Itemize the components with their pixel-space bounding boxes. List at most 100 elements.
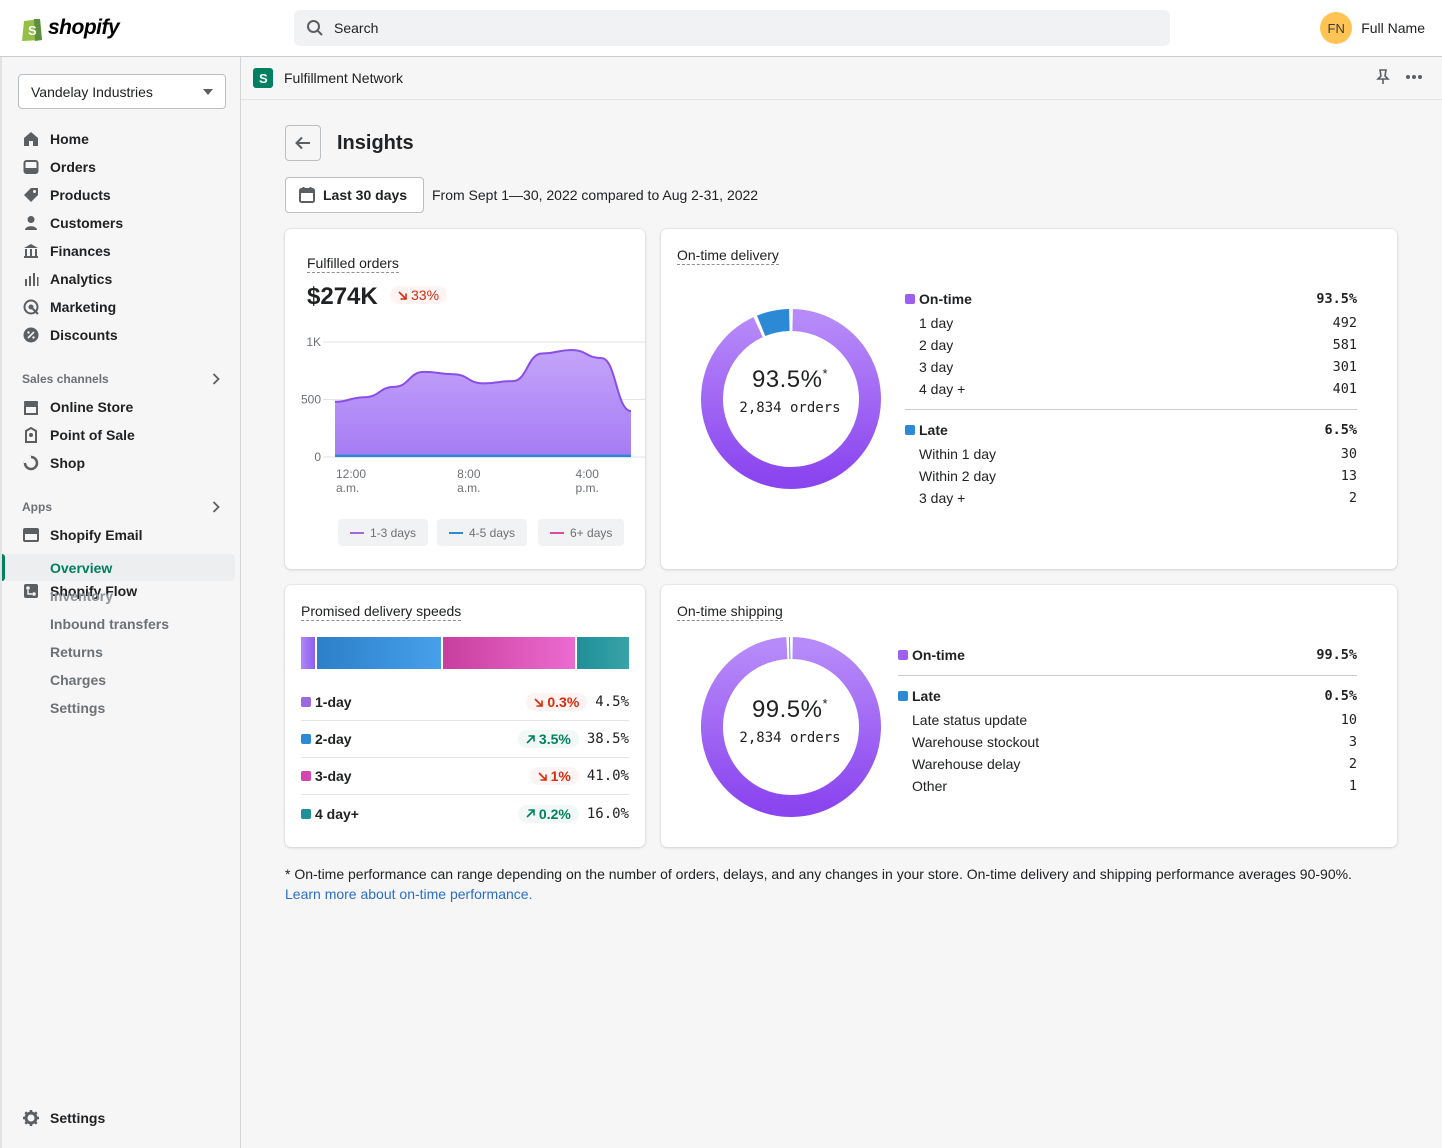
late-value: 6.5% xyxy=(1324,422,1357,438)
legend-4-5-days[interactable]: 4-5 days xyxy=(437,519,528,546)
search-input[interactable]: Search xyxy=(294,10,1170,46)
sidebar-item-customers[interactable]: Customers xyxy=(22,209,123,237)
sub-item-active-bg xyxy=(4,554,235,581)
sidebar-item-online-store[interactable]: Online Store xyxy=(22,393,133,421)
date-range-label: Last 30 days xyxy=(323,187,408,203)
sub-item-settings[interactable]: Settings xyxy=(50,700,106,716)
page-title: Insights xyxy=(337,132,414,154)
late-value: 0.5% xyxy=(1324,688,1357,704)
y-tick-label: 1K xyxy=(306,335,321,349)
x-tick-label: 4:00 p.m. xyxy=(576,467,600,495)
arrow-down-right-icon xyxy=(538,771,547,781)
more-options-icon[interactable] xyxy=(1406,75,1422,79)
sidebar-item-home[interactable]: Home xyxy=(22,125,89,153)
speed-change: 0.2% xyxy=(538,805,571,822)
late-sub-row: Within 2 day 13 xyxy=(919,468,1357,484)
speed-row-2-day: 2-day 3.5% 38.5% xyxy=(301,721,629,758)
shop-icon xyxy=(22,455,39,472)
speed-value: 16.0% xyxy=(586,805,629,822)
ontime-delivery-title[interactable]: On-time delivery xyxy=(677,247,779,265)
sub-item-inbound-transfers[interactable]: Inbound transfers xyxy=(50,616,170,632)
divider xyxy=(898,675,1357,676)
sidebar-item-analytics[interactable]: Analytics xyxy=(22,265,112,293)
speed-bar-segment xyxy=(317,637,442,669)
email-icon xyxy=(22,527,39,544)
ontime-shipping-title[interactable]: On-time shipping xyxy=(677,603,783,621)
legend-6-plus-days[interactable]: 6+ days xyxy=(538,519,625,546)
fulfilled-orders-title[interactable]: Fulfilled orders xyxy=(307,255,399,273)
sidebar-item-marketing[interactable]: Marketing xyxy=(22,293,116,321)
target-icon xyxy=(22,299,39,316)
speed-swatch xyxy=(301,734,311,744)
speed-change-badge: 1% xyxy=(529,767,579,785)
sidebar-item-label: Marketing xyxy=(50,299,117,315)
sidebar-item-label: Finances xyxy=(50,243,111,259)
sidebar-item-shop[interactable]: Shop xyxy=(22,449,85,477)
sub-item-charges[interactable]: Charges xyxy=(50,672,107,688)
legend-swatch xyxy=(449,531,463,534)
sidebar-item-finances[interactable]: Finances xyxy=(22,237,111,265)
speed-change-badge: 0.2% xyxy=(517,804,579,823)
donut-ontime-slice xyxy=(701,309,881,489)
sidebar-item-shopify-email[interactable]: Shopify Email xyxy=(22,521,143,549)
sidebar-item-point-of-sale[interactable]: Point of Sale xyxy=(22,421,135,449)
delivery-speeds-title[interactable]: Promised delivery speeds xyxy=(301,603,462,621)
shipping-late-sub-row: Warehouse delay 2 xyxy=(912,756,1357,772)
app-header: S Fulfillment Network xyxy=(241,57,1442,100)
sidebar-item-shopify-flow[interactable]: Shopify Flow xyxy=(22,577,137,605)
speed-row-3-day: 3-day 1% 41.0% xyxy=(301,758,629,795)
speed-bar-segment xyxy=(577,637,629,669)
back-button[interactable] xyxy=(285,125,321,161)
speed-label: 1-day xyxy=(315,694,352,710)
shopify-logo[interactable]: S shopify xyxy=(20,14,120,42)
arrow-down-right-icon xyxy=(534,697,544,707)
ontime-sub-row: 2 day 581 xyxy=(919,337,1357,353)
late-row: Late 6.5% xyxy=(905,422,1357,438)
arrow-up-right-icon xyxy=(526,809,535,818)
sidebar-item-label: Shopify Flow xyxy=(50,583,138,599)
row-value: 13 xyxy=(1340,468,1357,484)
date-range-button[interactable]: Last 30 days xyxy=(285,177,424,213)
sidebar-item-orders[interactable]: Orders xyxy=(22,153,96,181)
chevron-right-icon[interactable] xyxy=(212,501,220,513)
y-tick-label: 500 xyxy=(301,393,321,407)
legend-label: 1-3 days xyxy=(370,525,417,540)
sidebar-item-label: Shop xyxy=(50,455,85,471)
ontime-sub-row: 3 day 301 xyxy=(919,359,1357,375)
date-range-description: From Sept 1—30, 2022 compared to Aug 2-3… xyxy=(432,187,759,203)
store-selector[interactable]: Vandelay Industries xyxy=(18,74,226,109)
store-name: Vandelay Industries xyxy=(31,83,153,100)
calendar-icon xyxy=(299,187,315,203)
sidebar-item-products[interactable]: Products xyxy=(22,181,111,209)
sidebar-item-discounts[interactable]: Discounts xyxy=(22,321,118,349)
speed-label: 3-day xyxy=(315,768,352,784)
ontime-swatch xyxy=(905,294,915,304)
ontime-label: On-time xyxy=(919,291,972,307)
speed-change: 0.3% xyxy=(547,694,580,710)
speed-row-4-day-plus: 4 day+ 0.2% 16.0% xyxy=(301,795,629,832)
speed-label: 4 day+ xyxy=(315,805,359,822)
chevron-right-icon[interactable] xyxy=(212,373,220,385)
sub-item-returns[interactable]: Returns xyxy=(50,644,103,660)
speed-change-badge: 3.5% xyxy=(517,730,579,748)
legend-1-3-days[interactable]: 1-3 days xyxy=(338,519,429,546)
sidebar-item-label: Customers xyxy=(50,215,124,231)
pin-icon[interactable] xyxy=(1376,69,1390,85)
flow-icon xyxy=(22,583,39,600)
x-tick-label: 12:00 a.m. xyxy=(336,467,366,495)
delivery-speeds-bar xyxy=(301,637,629,669)
donut-late-slice xyxy=(756,309,791,337)
learn-more-link[interactable]: Learn more about on-time performance. xyxy=(285,886,533,902)
late-sub-row: 3 day + 2 xyxy=(919,490,1357,506)
user-menu[interactable]: FN Full Name xyxy=(1320,12,1425,44)
ontime-shipping-donut xyxy=(701,637,881,817)
sub-item-inventory[interactable]: Inventory xyxy=(50,588,114,604)
row-value: 1 xyxy=(1348,778,1357,794)
row-value: 301 xyxy=(1332,359,1357,375)
sidebar-item-settings[interactable]: Settings xyxy=(22,1104,105,1132)
late-label: Late xyxy=(912,688,941,704)
svg-text:S: S xyxy=(259,71,268,86)
shopify-bag-icon: S xyxy=(22,19,42,41)
speed-label: 2-day xyxy=(315,731,352,747)
sub-item-overview[interactable]: Overview xyxy=(50,560,113,576)
